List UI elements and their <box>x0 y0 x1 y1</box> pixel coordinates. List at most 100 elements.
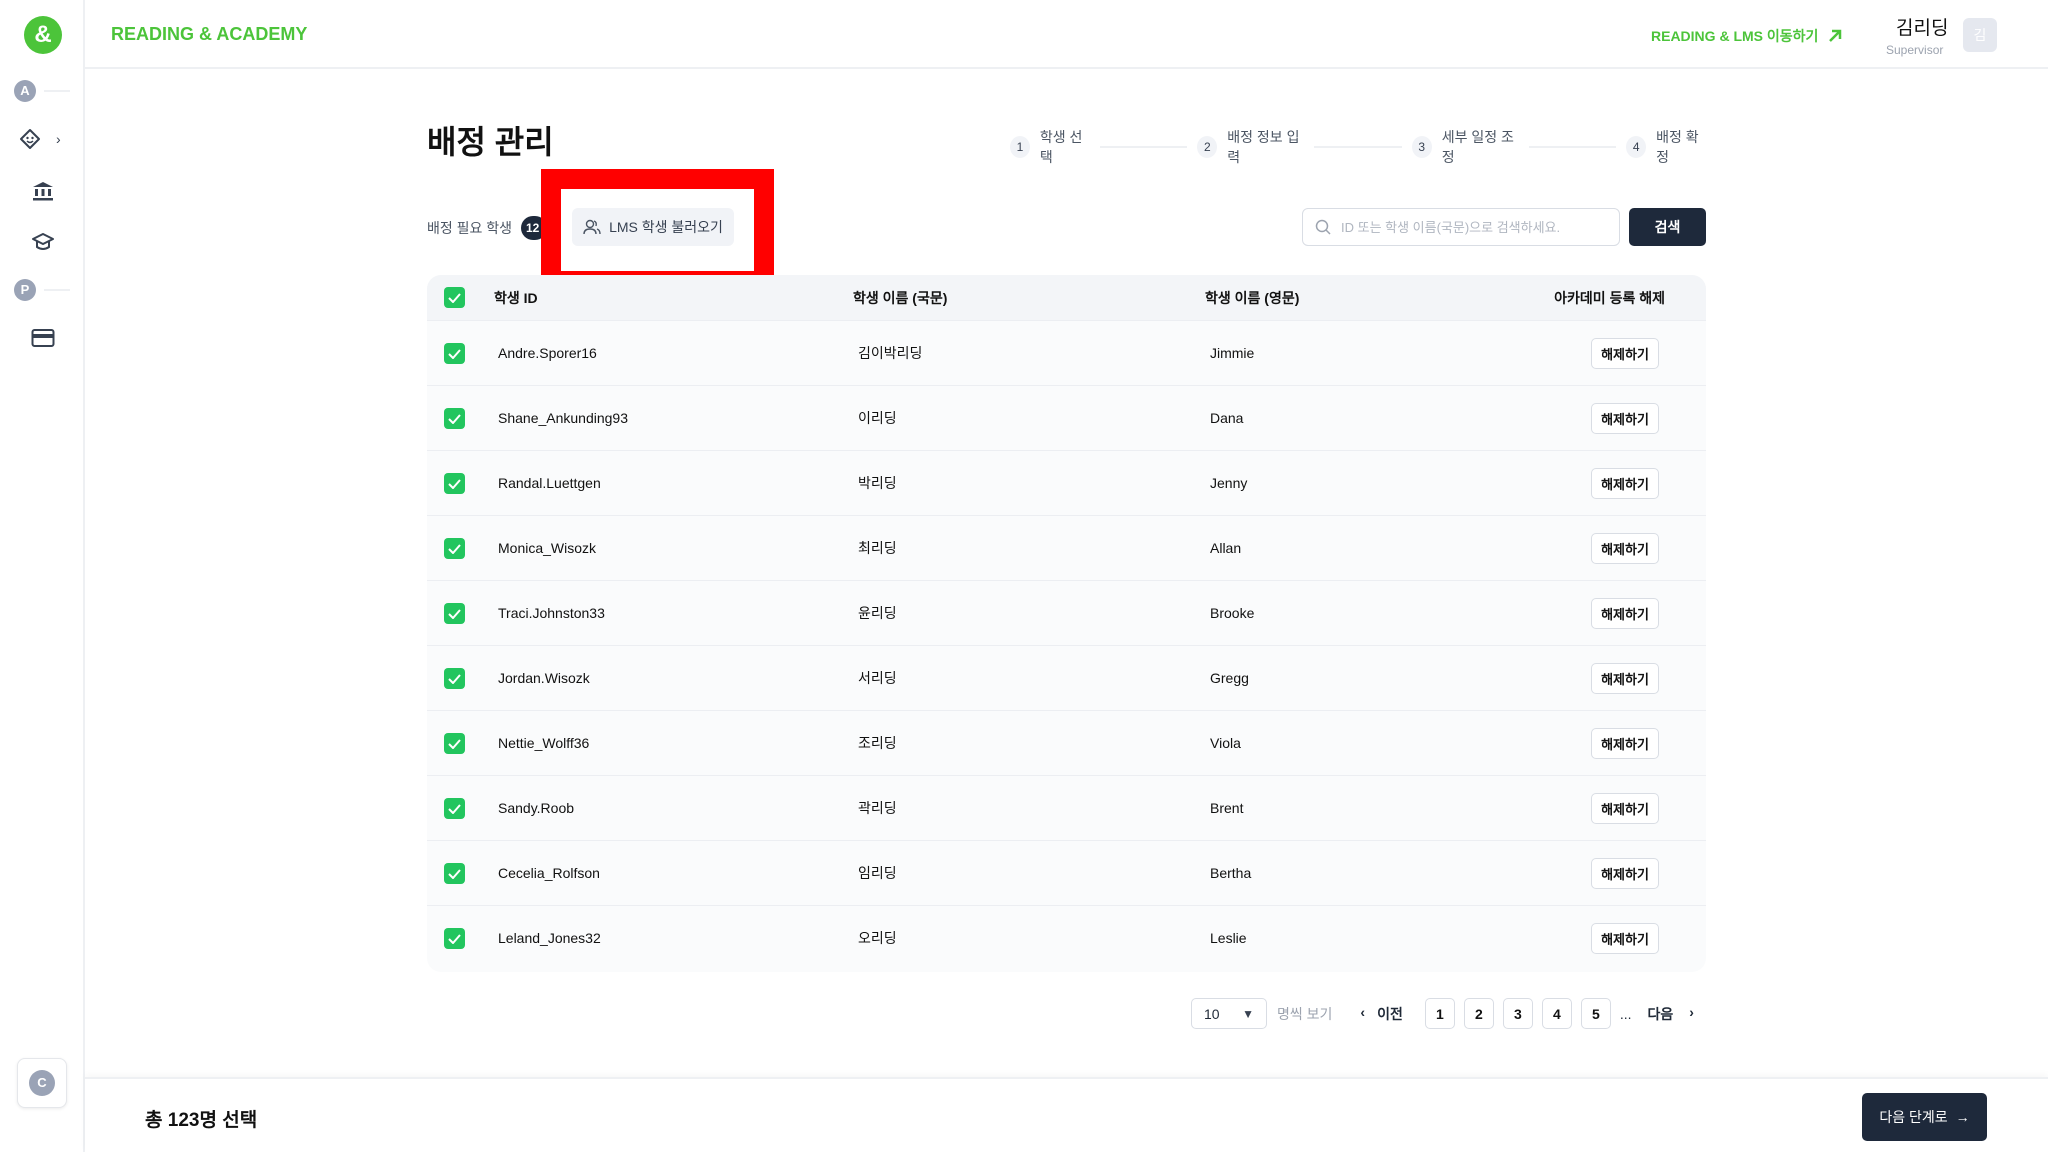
footer-bar: 총 123명 선택 다음 단계로 → <box>85 1077 2048 1152</box>
student-id: Nettie_Wolff36 <box>498 735 590 751</box>
row-checkbox[interactable] <box>444 538 465 559</box>
table-header: 학생 ID 학생 이름 (국문) 학생 이름 (영문) 아카데미 등록 해제 <box>427 275 1706 320</box>
credit-card-icon[interactable] <box>29 324 57 352</box>
divider <box>44 90 70 92</box>
section-p-badge: P <box>14 279 36 301</box>
page-button-3[interactable]: 3 <box>1502 998 1533 1029</box>
step-label: 세부 일정 조정 <box>1441 129 1514 165</box>
student-name-ko: 임리딩 <box>858 865 897 881</box>
student-name-en: Allan <box>1210 540 1242 556</box>
step-3: 3 세부 일정 조정 <box>1411 127 1519 167</box>
row-checkbox[interactable] <box>444 798 465 819</box>
unregister-button[interactable]: 해제하기 <box>1591 663 1659 694</box>
step-connector <box>1314 146 1402 148</box>
student-name-en: Jenny <box>1210 475 1248 491</box>
student-name-ko: 박리딩 <box>858 475 897 491</box>
load-lms-students-button[interactable]: LMS 학생 불러오기 <box>572 208 734 246</box>
sidebar-section-p: P <box>14 279 70 301</box>
student-name-ko: 이리딩 <box>858 410 897 426</box>
divider <box>44 289 70 291</box>
table-row: Randal.Luettgen 박리딩 Jenny 해제하기 <box>427 450 1706 515</box>
prev-button[interactable]: ‹ 이전 <box>1360 1004 1402 1024</box>
header-name-en: 학생 이름 (영문) <box>1205 289 1300 306</box>
page-button-1[interactable]: 1 <box>1424 998 1455 1029</box>
row-checkbox[interactable] <box>444 603 465 624</box>
arrow-up-right-icon <box>1829 29 1842 42</box>
unregister-button[interactable]: 해제하기 <box>1591 468 1659 499</box>
chevron-right-icon: › <box>56 131 61 147</box>
top-header: READING & ACADEMY READING & LMS 이동하기 김리딩… <box>85 0 2048 69</box>
need-assignment-label: 배정 필요 학생 <box>427 220 513 236</box>
sidebar-item-students[interactable]: › <box>16 125 61 153</box>
chevron-left-icon: ‹ <box>1360 1003 1366 1020</box>
graduation-cap-icon[interactable] <box>29 228 57 256</box>
row-checkbox[interactable] <box>444 668 465 689</box>
table-row: Traci.Johnston33 윤리딩 Brooke 해제하기 <box>427 580 1706 645</box>
unregister-button[interactable]: 해제하기 <box>1591 858 1659 889</box>
next-page-button[interactable]: 다음 › <box>1648 1004 1694 1024</box>
unregister-button[interactable]: 해제하기 <box>1591 403 1659 434</box>
page-button-5[interactable]: 5 <box>1580 998 1611 1029</box>
student-name-ko: 오리딩 <box>858 930 897 946</box>
table-row: Sandy.Roob 곽리딩 Brent 해제하기 <box>427 775 1706 840</box>
step-4: 4 배정 확정 <box>1626 127 1706 167</box>
collapse-button[interactable]: C <box>17 1058 67 1108</box>
unregister-button[interactable]: 해제하기 <box>1591 533 1659 564</box>
step-number: 4 <box>1626 136 1647 158</box>
brand-title: READING & ACADEMY <box>111 24 308 44</box>
pagination: 10 ▼ 명씩 보기 ‹ 이전 1 2 3 4 5 ... 다음 › <box>1191 998 1694 1029</box>
header-id: 학생 ID <box>494 289 538 306</box>
table-row: Jordan.Wisozk 서리딩 Gregg 해제하기 <box>427 645 1706 710</box>
row-checkbox[interactable] <box>444 473 465 494</box>
stepper: 1 학생 선택 2 배정 정보 입력 3 세부 일정 조정 4 배정 확정 <box>1010 127 1706 167</box>
header-name-ko: 학생 이름 (국문) <box>853 289 948 306</box>
step-label: 학생 선택 <box>1039 129 1083 165</box>
next-step-button[interactable]: 다음 단계로 → <box>1862 1093 1987 1141</box>
student-name-en: Leslie <box>1210 930 1247 946</box>
select-all-checkbox[interactable] <box>444 287 465 308</box>
student-id: Traci.Johnston33 <box>498 605 605 621</box>
unregister-button[interactable]: 해제하기 <box>1591 923 1659 954</box>
caret-down-icon: ▼ <box>1242 1006 1254 1021</box>
unregister-button[interactable]: 해제하기 <box>1591 728 1659 759</box>
bank-icon[interactable] <box>29 177 57 205</box>
student-name-ko: 곽리딩 <box>858 800 897 816</box>
row-checkbox[interactable] <box>444 733 465 754</box>
row-checkbox[interactable] <box>444 408 465 429</box>
search-button[interactable]: 검색 <box>1629 208 1706 246</box>
step-label: 배정 정보 입력 <box>1227 129 1300 165</box>
row-checkbox[interactable] <box>444 343 465 364</box>
table-row: Monica_Wisozk 최리딩 Allan 해제하기 <box>427 515 1706 580</box>
unregister-button[interactable]: 해제하기 <box>1591 338 1659 369</box>
student-name-en: Gregg <box>1210 670 1249 686</box>
next-step-label: 다음 단계로 <box>1879 1109 1948 1125</box>
search-input[interactable] <box>1341 219 1601 235</box>
users-icon <box>583 219 601 235</box>
sidebar: & A › P C <box>0 0 85 1152</box>
lms-link[interactable]: READING & LMS 이동하기 <box>1651 26 1842 46</box>
table-row: Andre.Sporer16 김이박리딩 Jimmie 해제하기 <box>427 320 1706 385</box>
student-name-ko: 윤리딩 <box>858 605 897 621</box>
page-title: 배정 관리 <box>427 124 554 160</box>
page-button-4[interactable]: 4 <box>1541 998 1572 1029</box>
logo[interactable]: & <box>24 16 62 54</box>
page-size-select[interactable]: 10 ▼ <box>1191 998 1267 1029</box>
avatar[interactable]: 김 <box>1963 18 1997 52</box>
lms-button-label: LMS 학생 불러오기 <box>609 219 723 235</box>
ellipsis: ... <box>1619 1005 1632 1022</box>
student-name-en: Jimmie <box>1210 345 1255 361</box>
table-row: Nettie_Wolff36 조리딩 Viola 해제하기 <box>427 710 1706 775</box>
student-id: Sandy.Roob <box>498 800 575 816</box>
section-a-badge: A <box>14 80 36 102</box>
unregister-button[interactable]: 해제하기 <box>1591 793 1659 824</box>
student-id: Jordan.Wisozk <box>498 670 590 686</box>
section-c-badge: C <box>29 1070 55 1096</box>
page-button-2[interactable]: 2 <box>1463 998 1494 1029</box>
step-number: 1 <box>1010 136 1030 158</box>
row-checkbox[interactable] <box>444 863 465 884</box>
student-name-ko: 조리딩 <box>858 735 897 751</box>
search-icon <box>1315 219 1331 235</box>
unregister-button[interactable]: 해제하기 <box>1591 598 1659 629</box>
arrow-right-icon: → <box>1955 1109 1970 1125</box>
row-checkbox[interactable] <box>444 928 465 949</box>
